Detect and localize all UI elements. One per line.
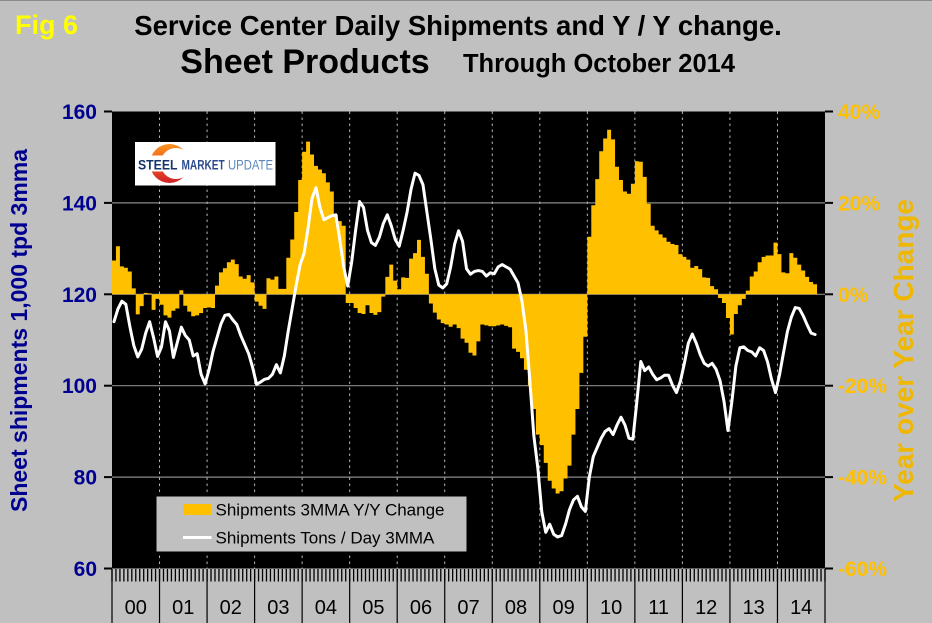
svg-text:13: 13 — [743, 597, 765, 619]
svg-text:0%: 0% — [838, 284, 869, 307]
svg-text:MARKET: MARKET — [182, 157, 226, 172]
svg-text:100: 100 — [62, 375, 97, 398]
svg-text:Sheet shipments 1,000 tpd 3mma: Sheet shipments 1,000 tpd 3mma — [6, 149, 32, 512]
svg-text:-40%: -40% — [838, 467, 887, 490]
svg-text:11: 11 — [648, 597, 669, 619]
svg-text:-20%: -20% — [838, 375, 887, 398]
svg-text:08: 08 — [505, 597, 527, 619]
svg-text:00: 00 — [125, 597, 147, 619]
svg-text:01: 01 — [172, 597, 194, 619]
svg-text:20%: 20% — [838, 192, 880, 215]
svg-text:Year over Year Change: Year over Year Change — [888, 199, 919, 502]
svg-text:120: 120 — [62, 284, 97, 307]
svg-text:STEEL: STEEL — [138, 157, 178, 172]
svg-text:80: 80 — [74, 467, 97, 490]
svg-text:12: 12 — [695, 597, 717, 619]
svg-text:UPDATE: UPDATE — [228, 157, 273, 172]
svg-text:Shipments 3MMA Y/Y Change: Shipments 3MMA Y/Y Change — [216, 501, 445, 520]
svg-text:09: 09 — [552, 597, 574, 619]
svg-text:04: 04 — [315, 597, 337, 619]
svg-text:160: 160 — [62, 101, 97, 124]
svg-text:-60%: -60% — [838, 558, 887, 581]
svg-text:03: 03 — [267, 597, 289, 619]
svg-text:05: 05 — [362, 597, 384, 619]
svg-text:06: 06 — [410, 597, 432, 619]
svg-text:140: 140 — [62, 192, 97, 215]
svg-text:07: 07 — [457, 597, 479, 619]
svg-text:02: 02 — [220, 597, 242, 619]
svg-text:10: 10 — [600, 597, 622, 619]
svg-text:14: 14 — [790, 597, 812, 619]
svg-text:Shipments Tons / Day 3MMA: Shipments Tons / Day 3MMA — [216, 529, 436, 548]
svg-text:40%: 40% — [838, 101, 880, 124]
svg-text:60: 60 — [74, 558, 97, 581]
